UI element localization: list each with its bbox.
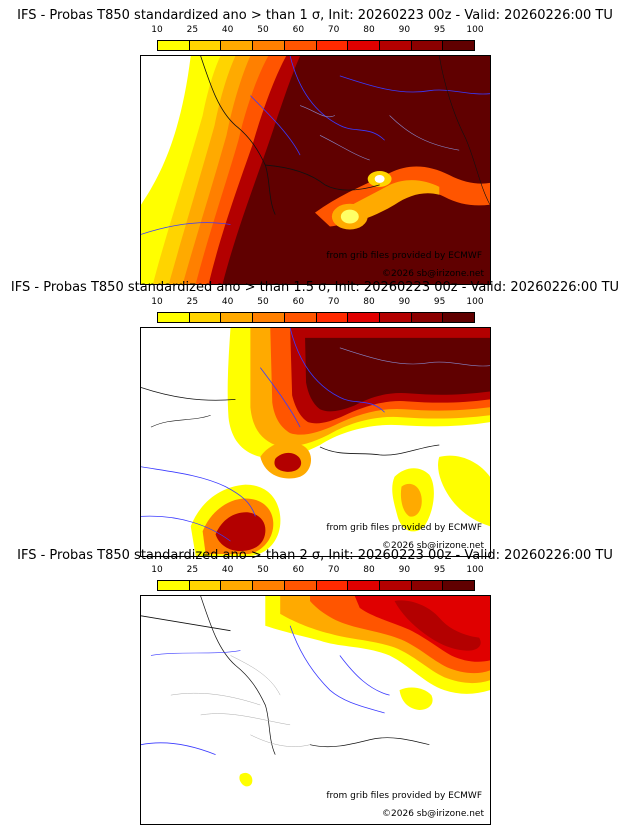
colorbar-segment — [189, 41, 222, 50]
colorbar-tick-label: 100 — [466, 25, 484, 35]
map-panel-2sigma: IFS - Probas T850 standardized ano > tha… — [0, 548, 630, 825]
map-svg-1sigma — [141, 56, 490, 284]
colorbar-tick-label: 50 — [257, 25, 269, 35]
probability-map: from grib files provided by ECMWF ©2026 … — [140, 55, 491, 285]
colorbar-tick-label: 50 — [257, 565, 269, 575]
colorbar-segment — [316, 41, 349, 50]
colorbar-tick-label: 50 — [257, 297, 269, 307]
colorbar-tick-label: 40 — [221, 25, 234, 35]
colorbar-tick-label: 90 — [398, 565, 411, 575]
colorbar-segment — [316, 581, 349, 590]
colorbar-tick-label: 95 — [433, 565, 446, 575]
colorbar-tick-label: 10 — [151, 25, 163, 35]
colorbar-tick-label: 80 — [363, 565, 375, 575]
colorbar-segment — [284, 41, 317, 50]
colorbar-tick-label: 40 — [221, 565, 234, 575]
colorbar-segment — [253, 41, 285, 50]
copyright-credit: ©2026 sb@irizone.net — [382, 269, 484, 279]
colorbar-segment — [411, 581, 444, 590]
colorbar-segment — [221, 313, 254, 322]
colorbar-tick-label: 60 — [292, 565, 305, 575]
ecmwf-credit: from grib files provided by ECMWF — [326, 523, 482, 533]
colorbar-segment — [443, 41, 475, 50]
map-svg-2sigma — [141, 596, 490, 824]
colorbar-tick-label: 60 — [292, 297, 305, 307]
colorbar-segment — [158, 581, 190, 590]
colorbar-tick-label: 100 — [466, 297, 484, 307]
colorbar-tick-label: 70 — [327, 25, 340, 35]
colorbar-tick-label: 100 — [466, 565, 484, 575]
colorbar-segment — [348, 581, 380, 590]
colorbar-tick-label: 95 — [433, 297, 446, 307]
colorbar-segment — [158, 41, 190, 50]
colorbar-tick-label: 60 — [292, 25, 305, 35]
panel-title: IFS - Probas T850 standardized ano > tha… — [10, 280, 620, 295]
copyright-credit: ©2026 sb@irizone.net — [382, 541, 484, 551]
colorbar-segment — [316, 313, 349, 322]
ecmwf-credit: from grib files provided by ECMWF — [326, 791, 482, 801]
colorbar — [157, 40, 475, 51]
colorbar-segment — [158, 313, 190, 322]
map-panel-1-5sigma: IFS - Probas T850 standardized ano > tha… — [0, 280, 630, 557]
colorbar-segment — [284, 581, 317, 590]
colorbar-tick-label: 70 — [327, 297, 340, 307]
colorbar-segment — [348, 41, 380, 50]
colorbar-segment — [348, 313, 380, 322]
colorbar-segment — [221, 41, 254, 50]
colorbar-segment — [379, 41, 412, 50]
panel-title: IFS - Probas T850 standardized ano > tha… — [17, 8, 613, 23]
map-svg-1-5sigma — [141, 328, 490, 556]
colorbar-segment — [411, 41, 444, 50]
colorbar-tick-label: 70 — [327, 565, 340, 575]
copyright-credit: ©2026 sb@irizone.net — [382, 809, 484, 819]
probability-map: from grib files provided by ECMWF ©2026 … — [140, 595, 491, 825]
colorbar-segment — [189, 581, 222, 590]
colorbar-tick-label: 80 — [363, 297, 375, 307]
colorbar — [157, 580, 475, 591]
colorbar-tick-label: 40 — [221, 297, 234, 307]
colorbar-tick-label: 25 — [186, 297, 199, 307]
probability-map: from grib files provided by ECMWF ©2026 … — [140, 327, 491, 557]
colorbar-tick-label: 90 — [398, 25, 411, 35]
colorbar-tick-label: 25 — [186, 25, 199, 35]
colorbar-segment — [379, 313, 412, 322]
colorbar-segment — [253, 313, 285, 322]
colorbar-tick-label: 10 — [151, 297, 163, 307]
colorbar-segment — [443, 581, 475, 590]
colorbar-tick-label: 80 — [363, 25, 375, 35]
colorbar-tick-label: 95 — [433, 25, 446, 35]
colorbar-tick-label: 10 — [151, 565, 163, 575]
colorbar-segment — [221, 581, 254, 590]
colorbar-segment — [253, 581, 285, 590]
map-panel-1sigma: IFS - Probas T850 standardized ano > tha… — [0, 8, 630, 285]
colorbar-segment — [284, 313, 317, 322]
colorbar-tick-label: 25 — [186, 565, 199, 575]
ecmwf-credit: from grib files provided by ECMWF — [326, 251, 482, 261]
colorbar-segment — [411, 313, 444, 322]
colorbar — [157, 312, 475, 323]
colorbar-segment — [189, 313, 222, 322]
colorbar-segment — [443, 313, 475, 322]
colorbar-tick-label: 90 — [398, 297, 411, 307]
panel-title: IFS - Probas T850 standardized ano > tha… — [17, 548, 613, 563]
colorbar-segment — [379, 581, 412, 590]
